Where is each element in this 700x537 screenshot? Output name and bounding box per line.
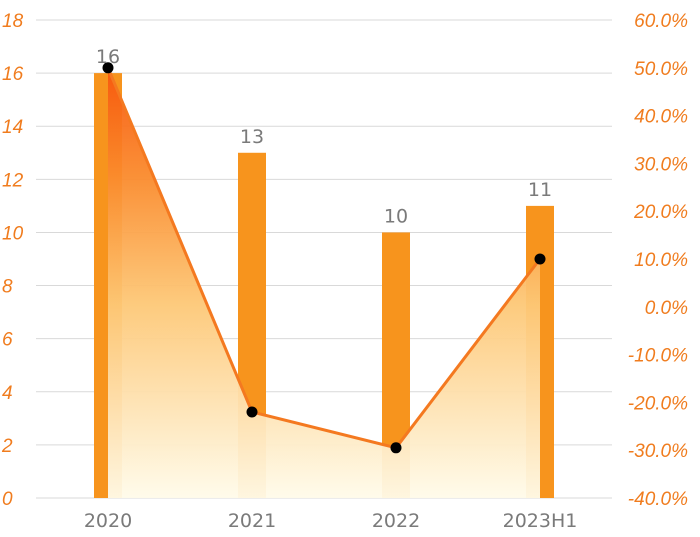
x-tick-label: 2023H1 [503,510,578,532]
y-axis-left: 0 2 4 6 8 10 12 14 16 18 [1,11,24,510]
y-left-tick-label: 12 [2,170,24,191]
y-left-tick-label: 16 [2,64,24,85]
growth-point-2021 [246,406,258,418]
growth-point-2020 [102,62,114,74]
y-left-tick-label: 18 [2,11,24,32]
line-area [108,67,540,499]
y-right-tick-label: 40.0% [634,107,688,128]
bar-value-labels: 16 13 10 11 [96,46,552,227]
growth-area [108,67,540,499]
y-right-tick-label: 0.0% [645,298,688,319]
y-right-tick-label: 60.0% [634,11,688,32]
y-right-tick-label: 20.0% [633,202,688,223]
growth-line [106,67,542,450]
x-tick-label: 2020 [84,510,132,532]
x-tick-label: 2021 [228,510,276,532]
growth-point-2023H1 [534,253,546,265]
y-right-tick-label: 50.0% [634,59,688,80]
line-points [102,62,546,454]
y-right-tick-label: -20.0% [628,393,688,414]
y-axis-right: -40.0% -30.0% -20.0% -10.0% 0.0% 10.0% 20.0% 30… [628,11,688,510]
bar-value-label: 11 [528,179,552,201]
y-left-tick-label: 6 [2,330,13,351]
growth-line-path [106,67,542,450]
bar-value-label: 16 [96,46,120,68]
y-right-tick-label: 10.0% [634,250,688,271]
y-left-tick-label: 4 [2,383,13,404]
y-left-tick-label: 8 [2,277,13,298]
y-left-tick-label: 2 [1,436,13,457]
y-right-tick-label: -10.0% [628,346,688,367]
x-tick-label: 2022 [372,510,420,532]
y-left-tick-label: 14 [2,117,23,138]
bar-value-label: 10 [384,205,408,227]
growth-point-2022 [390,442,402,454]
y-right-tick-label: 30.0% [634,154,688,175]
y-left-tick-label: 0 [2,489,13,510]
bar-value-label: 13 [240,126,264,148]
y-right-tick-label: -30.0% [628,441,688,462]
y-left-tick-label: 10 [2,223,24,244]
y-right-tick-label: -40.0% [628,489,688,510]
x-axis: 2020 2021 2022 2023H1 [84,510,578,532]
